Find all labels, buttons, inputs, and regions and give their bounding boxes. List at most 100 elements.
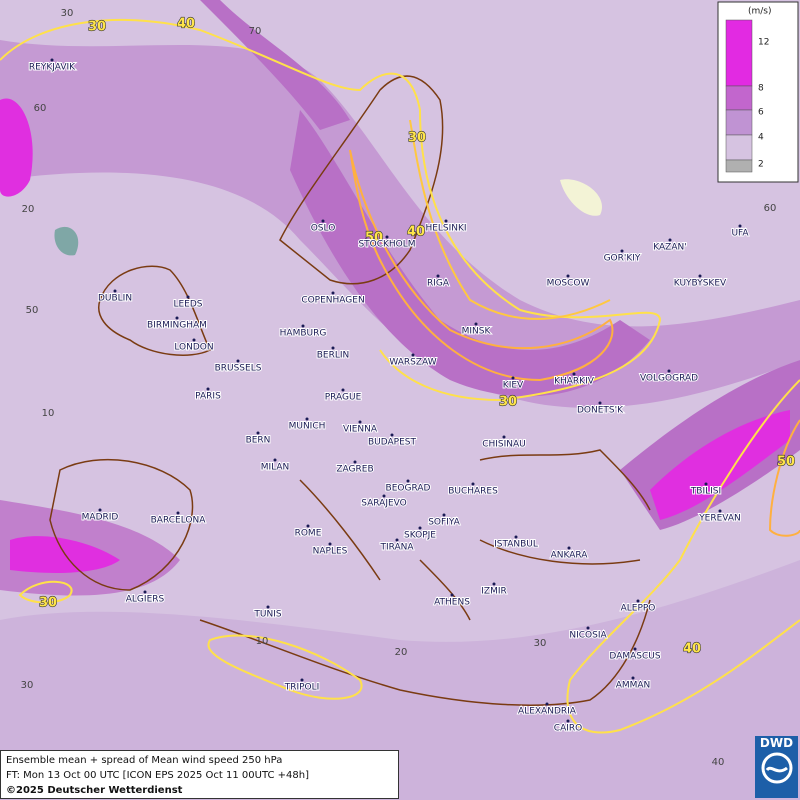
city-marker [395,538,399,542]
grid-label: 20 [22,204,35,215]
city-marker [321,219,325,223]
city-marker [236,359,240,363]
city-marker [511,376,515,380]
city-marker [406,479,410,483]
city-marker [668,238,672,242]
city-label: BEOGRAD [386,484,431,494]
city-marker [566,274,570,278]
grid-label: 20 [395,647,408,658]
contours [0,19,800,734]
city-marker [353,460,357,464]
city-marker [175,316,179,320]
city-label: TIRANA [379,543,414,553]
city-label: HELSINKI [425,224,466,234]
city-marker [113,289,117,293]
city-label: AMMAN [616,681,651,691]
footer: Ensemble mean + spread of Mean wind spee… [0,750,399,799]
grid-label: 30 [61,8,74,19]
city-label: LEEDS [173,300,202,310]
city-marker [305,417,309,421]
city-label: ZAGREB [336,465,373,475]
city-label: REYKJAVIK [29,63,76,73]
contour-label: 40 [177,17,195,32]
city-label: BUCHARES [448,487,498,497]
legend-items: 12 8 6 4 2 [725,19,769,173]
city-marker [450,593,454,597]
city-marker [331,291,335,295]
legend-label: 4 [758,133,764,143]
city-label: TBILISI [690,487,721,497]
legend-label: 8 [758,84,764,94]
city-marker [667,369,671,373]
city-label: UFA [731,229,749,239]
city-marker [411,353,415,357]
city-marker [186,295,190,299]
city-marker [514,535,518,539]
city-marker [306,524,310,528]
grid-label: 60 [34,103,47,114]
legend-swatch [725,159,753,173]
city-label: PRAGUE [325,393,362,403]
city-marker [474,322,478,326]
grid-label: 10 [256,636,269,647]
city-label: WARSZAW [389,358,436,368]
city-marker [633,647,637,651]
city-marker [206,387,210,391]
grid-labels: 30 70 60 20 50 10 10 20 30 40 60 30 [21,8,777,768]
legend-swatch [725,109,753,136]
city-label: VIENNA [343,425,378,435]
city-label: CAIRO [554,724,582,734]
city-label: TUNIS [253,610,281,620]
logo-text: DWD [759,736,794,750]
city-marker [266,605,270,609]
city-marker [572,372,576,376]
copyright: ©2025 Deutscher Wetterdienst [6,785,183,796]
city-label: ROME [295,529,322,539]
coastlines [49,75,651,706]
city-label: MADRID [82,513,119,523]
footer-line: Ensemble mean + spread of Mean wind spee… [6,755,283,766]
city-label: MUNICH [289,422,326,432]
city-label: ISTANBUL [494,540,538,550]
city-marker [418,526,422,530]
city-label: SARAJEVO [361,499,407,509]
city-marker [718,509,722,513]
grid-label: 70 [249,26,262,37]
city-label: KAZAN' [653,243,686,253]
city-label: DONETS'K [577,406,624,416]
city-marker [273,458,277,462]
grid-label: 50 [26,305,39,316]
city-marker [390,433,394,437]
city-marker [192,338,196,342]
city-label: MINSK [462,327,492,337]
city-marker [471,482,475,486]
grid-label: 40 [712,757,725,768]
grid-label: 60 [764,203,777,214]
city-label: MOSCOW [547,279,590,289]
city-marker [98,508,102,512]
city-label: DAMASCUS [609,652,660,662]
city-label: KHARKIV [554,377,595,387]
legend: (m/s) 12 8 6 4 2 [717,1,799,183]
legend-label: 6 [758,108,764,118]
city-marker [301,324,305,328]
city-label: MILAN [261,463,290,473]
contour-label: 40 [407,225,425,240]
city-marker [358,420,362,424]
grid-label: 30 [21,680,34,691]
city-label: ALGIERS [126,595,165,605]
city-label: LONDON [174,343,213,353]
city-labels: REYKJAVIK OSLO STOCKHOLM HELSINKI DUBLIN LEED… [28,58,750,735]
contour-label: 30 [39,596,57,611]
city-marker [143,590,147,594]
contour-label: 50 [777,455,795,470]
city-marker [256,431,260,435]
city-marker [636,599,640,603]
city-label: SOFIYA [428,518,460,528]
legend-title: (m/s) [748,7,772,17]
city-label: HAMBURG [280,329,327,339]
city-label: BIRMINGHAM [147,321,207,331]
city-label: YEREVAN [698,514,741,524]
